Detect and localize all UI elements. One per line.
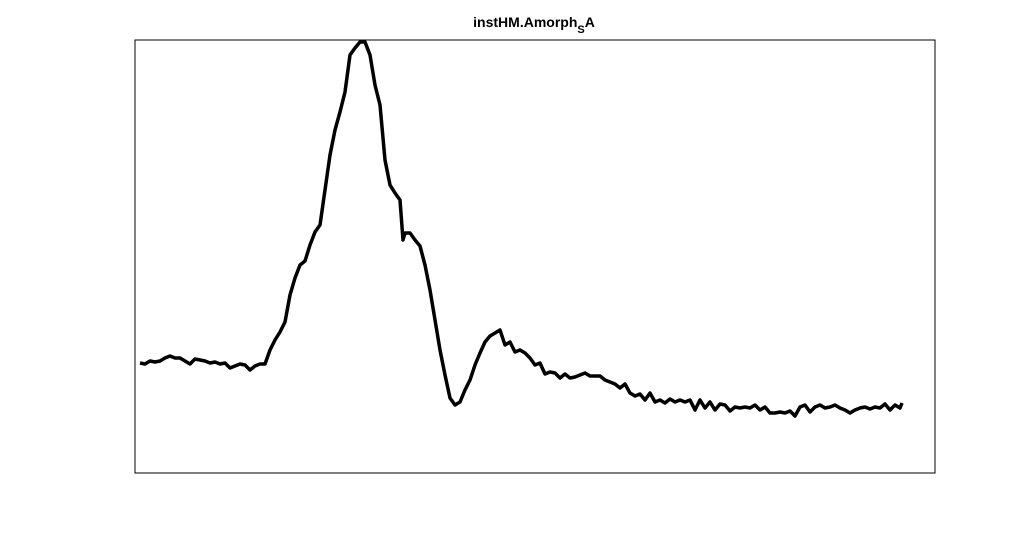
title-after: A xyxy=(585,14,595,30)
data-line xyxy=(139,40,904,418)
plot-frame xyxy=(134,39,936,474)
title-subscript: S xyxy=(577,24,584,36)
title-main: instHM.Amorph xyxy=(473,14,577,30)
chart-title: instHM.AmorphSA xyxy=(473,14,595,36)
